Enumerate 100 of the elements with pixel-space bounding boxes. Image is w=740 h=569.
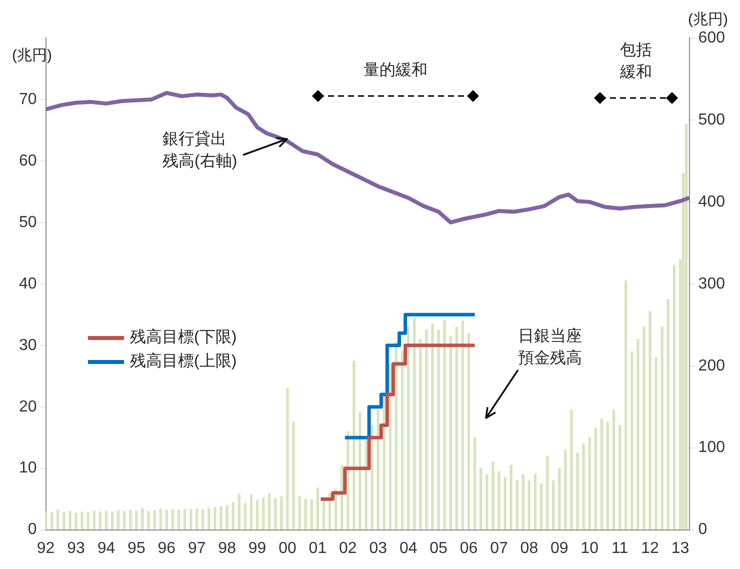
x-tick-label: 97: [188, 540, 206, 557]
bar: [413, 317, 416, 530]
bar: [214, 507, 216, 530]
bar: [280, 496, 283, 530]
bar: [364, 440, 368, 530]
bar: [522, 474, 524, 530]
y-tick-label: 50: [19, 214, 37, 231]
y2-tick-label: 500: [698, 111, 726, 128]
bar: [68, 511, 72, 530]
bar: [636, 338, 640, 530]
bar: [407, 326, 410, 530]
bar: [394, 342, 398, 530]
bar: [159, 508, 162, 530]
bar: [516, 480, 518, 530]
bar: [606, 422, 610, 530]
bar: [510, 464, 512, 530]
bar: [576, 452, 579, 530]
bar: [352, 360, 356, 530]
bar: [564, 450, 567, 530]
bar: [196, 508, 198, 530]
bar: [419, 338, 422, 530]
bar: [684, 124, 688, 530]
bar: [304, 498, 307, 530]
bar: [110, 512, 114, 530]
x-tick-label: 08: [520, 540, 538, 557]
bar: [250, 494, 253, 530]
bar: [220, 506, 222, 530]
bar: [153, 510, 156, 530]
bar: [443, 320, 446, 530]
bar: [461, 320, 464, 530]
y-axis-title: (兆円): [12, 47, 52, 64]
bar: [600, 418, 604, 530]
bar: [630, 351, 634, 530]
bar: [504, 477, 506, 530]
bar: [666, 298, 670, 530]
x-tick-label: 05: [430, 540, 448, 557]
x-tick-label: 10: [580, 540, 599, 557]
bar: [480, 468, 482, 530]
bar: [467, 332, 470, 530]
bar: [672, 265, 676, 530]
bar: [268, 493, 271, 530]
bar: [648, 311, 652, 530]
bar: [123, 511, 126, 530]
bar: [624, 280, 628, 530]
bar: [534, 474, 537, 530]
bar: [208, 508, 210, 530]
y-tick-label: 20: [19, 398, 37, 416]
annotation: 日銀当座預金残高: [518, 326, 583, 369]
bar: [141, 508, 144, 530]
bar: [654, 357, 658, 530]
x-tick-label: 12: [641, 540, 660, 557]
bar: [486, 474, 488, 530]
y-tick-label: 0: [28, 521, 37, 538]
bar: [400, 351, 404, 530]
bar: [50, 512, 54, 530]
x-tick-label: 94: [97, 540, 116, 557]
y-tick-label: 60: [19, 152, 37, 170]
bar: [660, 326, 664, 530]
y2-axis-title: (兆円): [688, 11, 728, 28]
y2-tick-label: 300: [698, 275, 726, 292]
x-tick-label: 00: [278, 540, 296, 557]
bar: [310, 499, 313, 530]
bar: [498, 471, 500, 530]
bar: [165, 510, 168, 530]
bar: [244, 503, 247, 530]
bar: [189, 509, 192, 530]
y-tick-label: 70: [19, 90, 37, 108]
y-tick-label: 40: [19, 275, 37, 292]
bar: [262, 498, 265, 530]
x-tick-label: 11: [612, 540, 628, 557]
bar: [116, 510, 120, 530]
bar: [376, 410, 380, 530]
x-tick-label: 02: [339, 540, 357, 557]
x-tick-label: 06: [460, 540, 478, 557]
x-tick-label: 98: [218, 540, 236, 557]
bar: [382, 394, 386, 530]
bar: [104, 511, 108, 530]
x-tick-label: 99: [248, 540, 266, 557]
bar: [612, 410, 616, 530]
y-tick-label: 30: [19, 336, 37, 354]
legend-label: 残高目標(下限): [130, 328, 237, 348]
annotation: 量的緩和: [362, 60, 428, 81]
bar: [62, 512, 66, 530]
bar: [546, 456, 549, 530]
x-tick-label: 07: [490, 540, 508, 557]
x-tick-label: 93: [67, 540, 86, 557]
y2-tick-label: 0: [698, 521, 708, 538]
bar: [437, 330, 440, 530]
bar: [202, 509, 204, 530]
bar: [570, 410, 573, 530]
bar: [238, 494, 240, 530]
y2-tick-label: 400: [698, 193, 726, 210]
bar: [274, 498, 277, 530]
legend-label: 残高目標(上限): [130, 352, 237, 372]
annotation: 包括緩和: [618, 41, 653, 83]
bar: [135, 511, 138, 530]
bar: [286, 388, 289, 530]
bar: [540, 483, 543, 530]
x-tick-label: 13: [671, 540, 690, 557]
bar: [558, 468, 561, 530]
